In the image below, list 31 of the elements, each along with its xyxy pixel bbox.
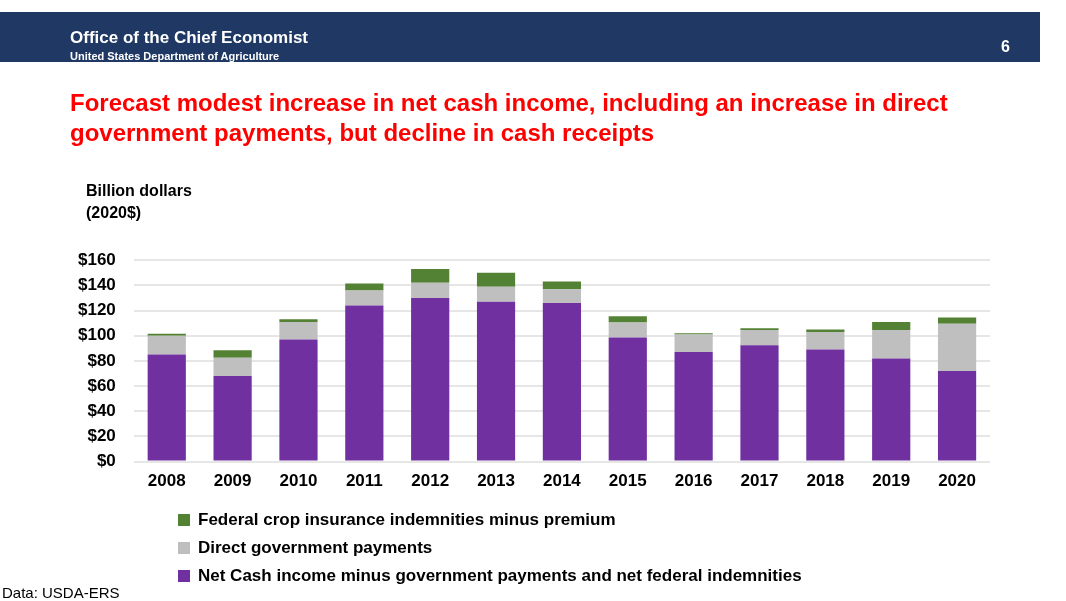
y-tick-label: $0 bbox=[96, 451, 116, 471]
text: Office of the Chief Economist bbox=[70, 28, 309, 48]
x-tick-label: 2010 bbox=[279, 471, 318, 491]
y-tick-label: $160 bbox=[77, 249, 116, 269]
x-tick-label: 2012 bbox=[411, 471, 450, 491]
y-tick-label: $120 bbox=[77, 300, 116, 320]
y-tick-label: $80 bbox=[87, 350, 116, 370]
x-tick-label: 2017 bbox=[740, 471, 779, 491]
text: Data: USDA-ERS bbox=[2, 584, 120, 601]
y-axis-title: Billion dollars (2020$) bbox=[86, 181, 192, 223]
legend-label: Direct government payments bbox=[197, 537, 434, 559]
x-tick-label: 2009 bbox=[213, 471, 252, 491]
x-tick-label: 2008 bbox=[147, 471, 186, 491]
y-tick-label: $100 bbox=[77, 325, 116, 345]
y-tick-label: $60 bbox=[87, 375, 116, 395]
text: 6 bbox=[1001, 38, 1010, 56]
y-tick-label: $20 bbox=[87, 426, 116, 446]
x-tick-label: 2015 bbox=[608, 471, 647, 491]
x-tick-label: 2019 bbox=[872, 471, 911, 491]
x-tick-label: 2013 bbox=[477, 471, 515, 491]
x-tick-label: 2020 bbox=[938, 471, 976, 491]
x-tick-label: 2018 bbox=[806, 471, 845, 491]
x-tick-label: 2011 bbox=[345, 471, 383, 491]
x-tick-label: 2016 bbox=[674, 471, 713, 491]
y-tick-label: $40 bbox=[87, 400, 116, 420]
text: United States Department of Agriculture bbox=[70, 50, 280, 62]
x-tick-label: 2014 bbox=[543, 471, 582, 491]
y-tick-label: $140 bbox=[77, 275, 116, 295]
chart-title: Forecast modest increase in net cash income, including an increase in direct government payments, but decline in cash receipts bbox=[70, 88, 949, 148]
legend-label: Net Cash income minus government payments and net federal indemnities bbox=[197, 565, 802, 587]
legend-label: Federal crop insurance indemnities minus premium bbox=[197, 509, 617, 531]
